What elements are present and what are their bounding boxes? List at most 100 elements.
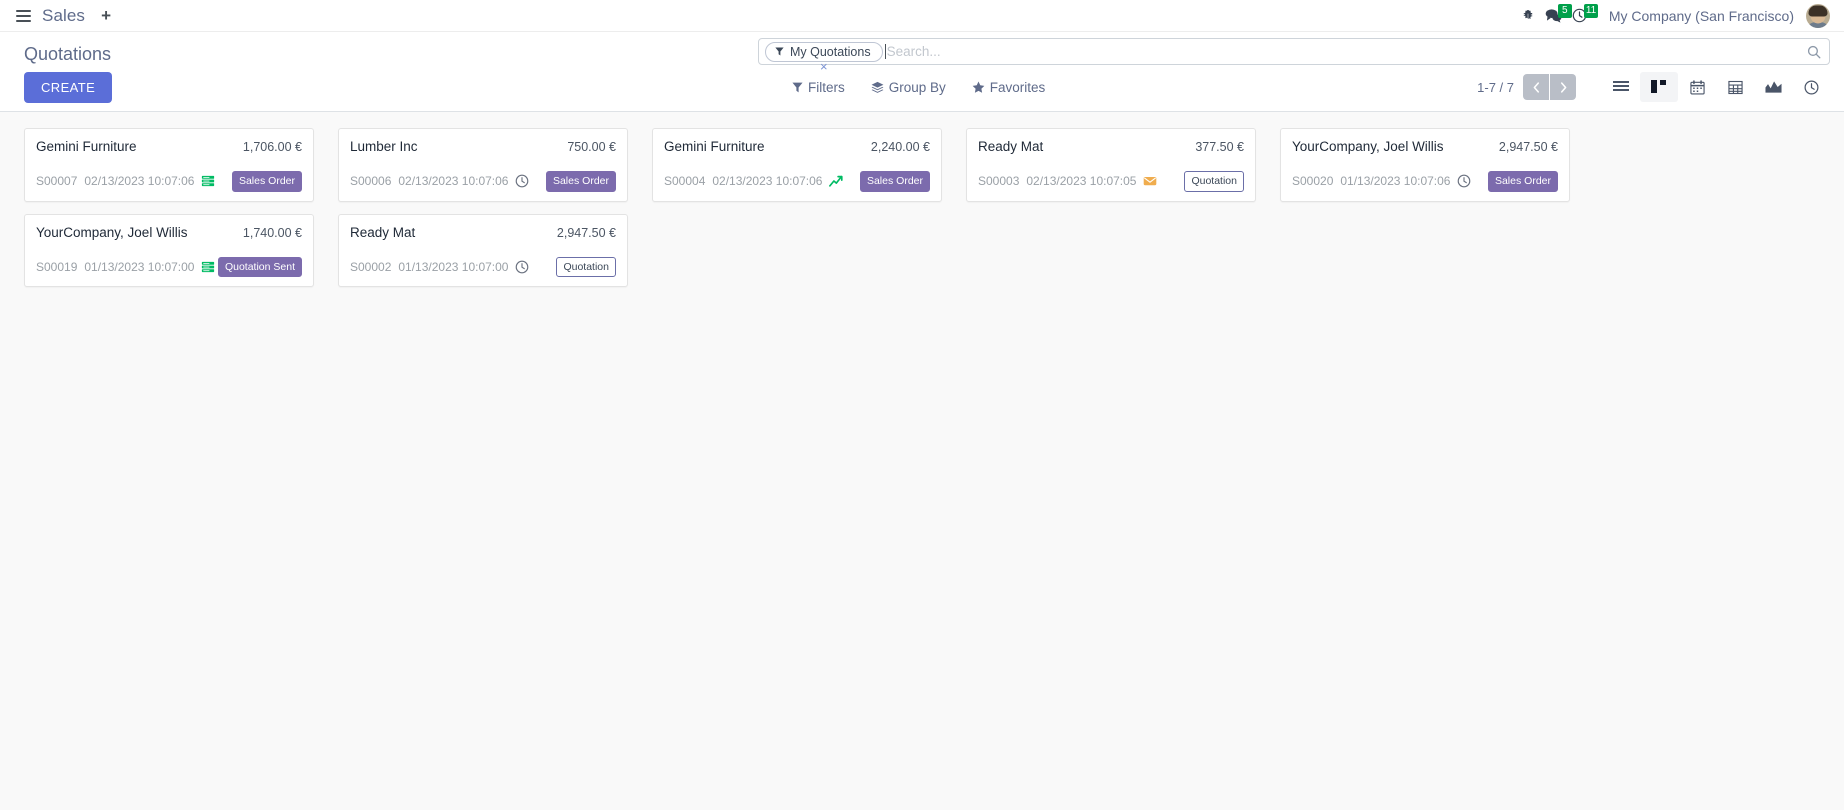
- kanban-card[interactable]: Gemini Furniture 1,706.00 € S00007 02/13/20…: [24, 128, 314, 202]
- kanban-card-amount: 2,947.50 €: [556, 225, 616, 240]
- line-chart-green-icon[interactable]: [829, 174, 844, 188]
- search-facet-remove-icon[interactable]: ×: [820, 58, 828, 74]
- kanban-card-reference: S00002: [350, 259, 392, 274]
- kanban-card-meta: S00003 02/13/2023 10:07:05: [978, 174, 1157, 188]
- kanban-card[interactable]: Ready Mat 2,947.50 € S00002 01/13/2023 10:0…: [338, 213, 628, 287]
- app-brand-sales[interactable]: Sales: [42, 5, 86, 25]
- filters-menu[interactable]: Filters: [792, 80, 845, 95]
- avatar[interactable]: [1806, 3, 1830, 28]
- search-icon[interactable]: [1807, 45, 1821, 59]
- kanban-card-state-badge: Sales Order: [231, 171, 302, 192]
- kanban-card-datetime: 01/13/2023 10:07:00: [84, 259, 195, 274]
- control-panel: Quotations CREATE My Quotations ×: [0, 32, 1844, 112]
- search-view[interactable]: My Quotations ×: [758, 38, 1830, 73]
- list-green-icon[interactable]: [201, 174, 215, 188]
- kanban-card-reference: S00004: [664, 174, 706, 189]
- pivot-view-icon[interactable]: [1716, 72, 1754, 102]
- kanban-card-state-badge: Quotation Sent: [217, 256, 302, 277]
- calendar-view-icon[interactable]: [1678, 72, 1716, 102]
- kanban-card-meta: S00004 02/13/2023 10:07:06: [664, 174, 844, 189]
- kanban-card-amount: 377.50 €: [1195, 140, 1244, 154]
- kanban-card-header: Ready Mat 2,947.50 €: [350, 225, 616, 240]
- kanban-card-datetime: 02/13/2023 10:07:05: [1026, 174, 1137, 189]
- kanban-card-meta: S00002 01/13/2023 10:07:00: [350, 260, 529, 274]
- kanban-card-datetime: 01/13/2023 10:07:00: [398, 259, 509, 274]
- kanban-card-state-badge: Sales Order: [859, 171, 930, 192]
- navbar-right: 5 11 My Company (San Francisco): [1515, 3, 1830, 29]
- kanban-card-activity[interactable]: [201, 260, 215, 274]
- page-title: Quotations: [24, 44, 112, 64]
- kanban-card-amount: 2,240.00 €: [870, 140, 930, 154]
- clock-icon[interactable]: [515, 260, 529, 274]
- kanban-card-datetime: 02/13/2023 10:07:06: [398, 174, 509, 189]
- envelope-orange-icon[interactable]: [1143, 174, 1157, 188]
- kanban-card[interactable]: Ready Mat 377.50 € S00003 02/13/2023 10:07:…: [966, 128, 1256, 202]
- kanban-card-header: Gemini Furniture 2,240.00 €: [664, 139, 930, 154]
- favorites-menu-label: Favorites: [989, 79, 1046, 95]
- kanban-card-datetime: 02/13/2023 10:07:06: [712, 174, 823, 189]
- group-by-menu[interactable]: Group By: [871, 80, 946, 95]
- group-by-menu-label: Group By: [888, 79, 946, 95]
- list-green-icon[interactable]: [201, 260, 215, 274]
- new-record-plus-icon[interactable]: +: [101, 6, 111, 25]
- messages-icon[interactable]: 5: [1541, 3, 1572, 29]
- list-view-icon[interactable]: [1602, 72, 1640, 102]
- pager-previous-button[interactable]: [1523, 74, 1549, 100]
- kanban-card-meta: S00020 01/13/2023 10:07:06: [1292, 174, 1471, 188]
- layers-icon: [871, 81, 884, 93]
- kanban-card-partner: Lumber Inc: [350, 139, 418, 154]
- kanban-card-partner: Ready Mat: [350, 224, 416, 240]
- kanban-card-partner: Gemini Furniture: [664, 139, 765, 154]
- pager-next-button[interactable]: [1550, 74, 1576, 100]
- kanban-card-activity[interactable]: [515, 260, 529, 274]
- kanban-card-datetime: 01/13/2023 10:07:06: [1340, 174, 1451, 189]
- search-input[interactable]: [886, 44, 1801, 59]
- clock-icon[interactable]: [515, 174, 529, 188]
- kanban-card-partner: Gemini Furniture: [36, 139, 137, 154]
- text-caret: [884, 44, 886, 59]
- kanban-card-activity[interactable]: [1143, 174, 1157, 188]
- filter-funnel-icon: [775, 47, 784, 56]
- create-button[interactable]: CREATE: [24, 72, 113, 103]
- company-switcher[interactable]: My Company (San Francisco): [1608, 7, 1794, 24]
- kanban-view-icon[interactable]: [1640, 72, 1678, 102]
- kanban-card[interactable]: YourCompany, Joel Willis 1,740.00 € S00019…: [24, 213, 314, 287]
- kanban-card[interactable]: YourCompany, Joel Willis 2,947.50 € S00020…: [1280, 128, 1570, 202]
- graph-view-icon[interactable]: [1754, 72, 1792, 102]
- kanban-card[interactable]: Gemini Furniture 2,240.00 € S00004 02/13/20…: [652, 128, 942, 202]
- control-panel-right: My Quotations ×: [758, 38, 1830, 102]
- kanban-card-meta: S00006 02/13/2023 10:07:06: [350, 174, 529, 188]
- kanban-card-activity[interactable]: [1457, 174, 1471, 188]
- apps-menu-icon[interactable]: [10, 3, 36, 29]
- kanban-card-activity[interactable]: [515, 174, 529, 188]
- kanban-card-footer: S00020 01/13/2023 10:07:06 Sales Order: [1292, 171, 1558, 192]
- kanban-card[interactable]: Lumber Inc 750.00 € S00006 02/13/2023 10:07…: [338, 128, 628, 202]
- kanban-card-meta: S00019 01/13/2023 10:07:00: [36, 260, 215, 274]
- kanban-card-datetime: 02/13/2023 10:07:06: [84, 174, 195, 189]
- kanban-card-header: YourCompany, Joel Willis 2,947.50 €: [1292, 139, 1558, 154]
- kanban-view: Gemini Furniture 1,706.00 € S00007 02/13/20…: [0, 112, 1844, 810]
- favorites-menu[interactable]: Favorites: [972, 79, 1046, 95]
- chevron-left-icon: [1533, 81, 1539, 93]
- kanban-card-partner: Ready Mat: [978, 139, 1044, 154]
- chevron-right-icon: [1560, 81, 1566, 93]
- control-panel-bottom: Filters Group By F: [758, 72, 1830, 102]
- bug-icon[interactable]: [1515, 3, 1541, 29]
- pager-value: 1-7 / 7: [1477, 79, 1514, 95]
- kanban-card-amount: 750.00 €: [567, 140, 616, 154]
- activities-clock-icon[interactable]: 11: [1567, 3, 1599, 29]
- activity-view-icon[interactable]: [1792, 72, 1830, 102]
- kanban-card-state-badge: Quotation: [556, 256, 616, 277]
- filters-menu-label: Filters: [808, 79, 845, 95]
- kanban-card-reference: S00006: [350, 174, 392, 189]
- top-navbar: Sales + 5 11 My Company (San Franci: [0, 0, 1844, 32]
- kanban-card-activity[interactable]: [201, 174, 215, 188]
- kanban-card-activity[interactable]: [829, 174, 844, 188]
- avatar-hair: [1808, 5, 1828, 17]
- clock-icon[interactable]: [1457, 174, 1471, 188]
- kanban-card-state-badge: Quotation: [1184, 171, 1244, 192]
- search-facet-my-quotations[interactable]: My Quotations ×: [765, 41, 883, 73]
- kanban-card-header: Ready Mat 377.50 €: [978, 139, 1244, 154]
- kanban-card-footer: S00007 02/13/2023 10:07:06 Sales Order: [36, 171, 302, 192]
- search-dropdown-menus: Filters Group By F: [792, 80, 1045, 95]
